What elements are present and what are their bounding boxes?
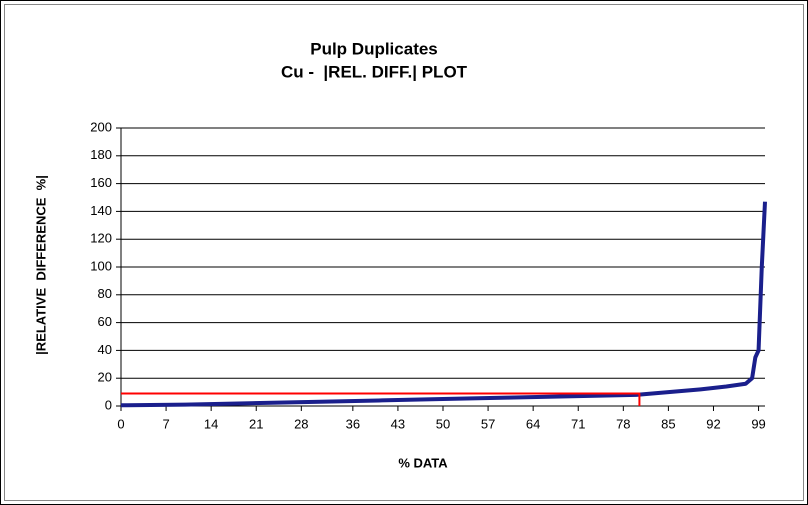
x-tick-label: 36 [346,416,360,431]
y-tick-label: 20 [98,370,112,385]
x-tick-label: 21 [249,416,263,431]
y-axis-title: |RELATIVE DIFFERENCE %| [33,175,48,355]
x-tick-label: 64 [526,416,540,431]
data-line [120,201,767,408]
y-tick-label: 180 [90,147,112,162]
y-tick-label: 160 [90,175,112,190]
x-tick-label: 99 [751,416,765,431]
x-axis-title: % DATA [398,455,448,470]
x-tick-label: 14 [204,416,218,431]
y-tick-label: 140 [90,203,112,218]
y-tick-label: 80 [98,286,112,301]
y-tick-label: 120 [90,231,112,246]
chart-title: Pulp Duplicates [310,39,438,58]
y-tick-label: 40 [98,342,112,357]
x-tick-label: 50 [436,416,450,431]
x-tick-label: 7 [162,416,169,431]
x-tick-label: 71 [571,416,585,431]
y-tick-label: 60 [98,314,112,329]
x-tick-label: 0 [117,416,124,431]
x-tick-label: 92 [706,416,720,431]
y-tick-label: 100 [90,258,112,273]
x-tick-label: 43 [391,416,405,431]
x-tick-label: 85 [661,416,675,431]
x-tick-label: 28 [294,416,308,431]
y-tick-label: 0 [105,397,112,412]
chart-subtitle: Cu - |REL. DIFF.| PLOT [281,62,468,81]
x-tick-label: 78 [616,416,630,431]
inner-frame [4,4,804,501]
data-line [121,392,641,406]
x-tick-label: 57 [481,416,495,431]
y-tick-label: 200 [90,119,112,134]
